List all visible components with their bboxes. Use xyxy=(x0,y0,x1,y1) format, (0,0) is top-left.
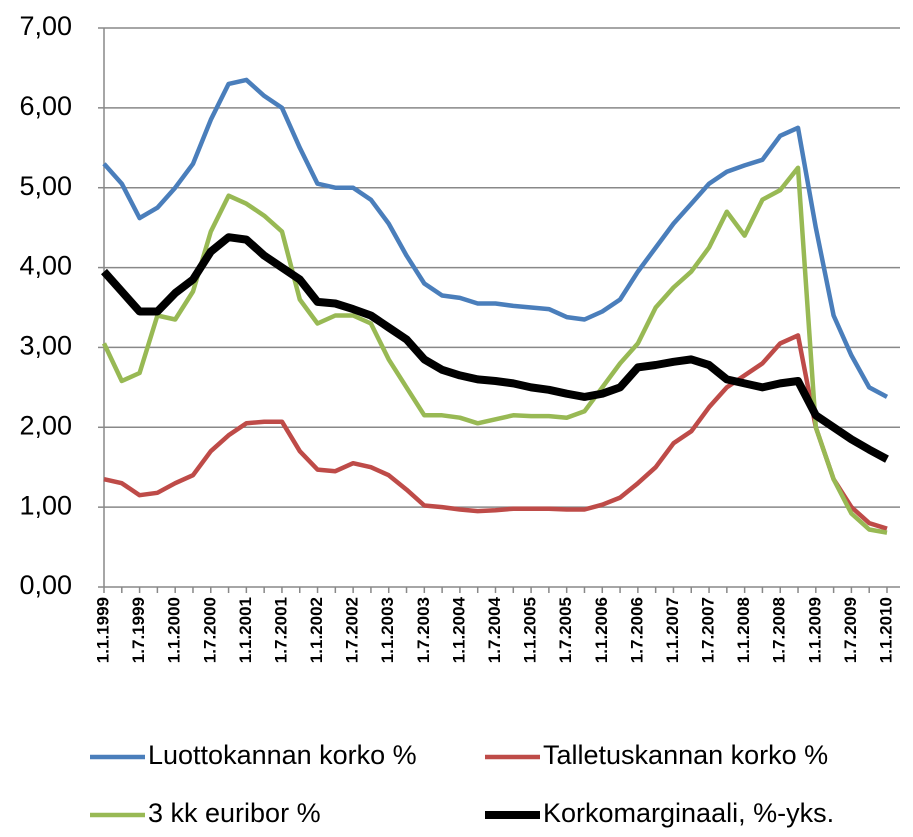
x-tick-label: 1.1.2005 xyxy=(521,597,540,663)
x-tick-label: 1.1.2006 xyxy=(592,597,611,663)
x-tick-label: 1.1.2004 xyxy=(449,596,468,663)
y-tick-label: 3,00 xyxy=(19,331,72,361)
x-tick-label: 1.1.2000 xyxy=(165,597,184,663)
x-tick-label: 1.7.2004 xyxy=(485,596,504,663)
x-tick-label: 1.7.2001 xyxy=(271,597,290,663)
legend-label: Luottokannan korko % xyxy=(148,740,417,770)
x-tick-label: 1.1.2010 xyxy=(876,597,895,663)
y-tick-label: 4,00 xyxy=(19,251,72,281)
x-tick-label: 1.7.1999 xyxy=(129,597,148,663)
x-tick-label: 1.7.2008 xyxy=(770,597,789,663)
x-tick-label: 1.7.2007 xyxy=(699,597,718,663)
y-tick-label: 6,00 xyxy=(19,91,72,121)
x-tick-label: 1.1.2009 xyxy=(805,597,824,663)
x-tick-label: 1.7.2002 xyxy=(343,597,362,663)
legend-label: Talletuskannan korko % xyxy=(543,740,828,770)
x-tick-label: 1.1.1999 xyxy=(93,597,112,663)
series-line xyxy=(102,77,889,399)
x-tick-label: 1.1.2003 xyxy=(378,597,397,663)
y-tick-label: 1,00 xyxy=(19,490,72,520)
x-tick-label: 1.1.2007 xyxy=(663,597,682,663)
series-line xyxy=(103,333,888,531)
x-tick-label: 1.1.2008 xyxy=(734,597,753,663)
x-tick-label: 1.7.2005 xyxy=(556,597,575,663)
series-line xyxy=(101,165,888,535)
x-tick-label: 1.7.2003 xyxy=(414,597,433,663)
y-tick-label: 2,00 xyxy=(19,410,72,440)
legend-label: 3 kk euribor % xyxy=(148,798,321,828)
x-tick-label: 1.7.2009 xyxy=(841,597,860,663)
series-line xyxy=(101,233,889,463)
y-tick-label: 5,00 xyxy=(19,171,72,201)
y-tick-label: 7,00 xyxy=(19,11,72,41)
x-tick-label: 1.7.2000 xyxy=(200,597,219,663)
x-tick-label: 1.1.2001 xyxy=(236,597,255,663)
x-tick-label: 1.7.2006 xyxy=(627,597,646,663)
legend-label: Korkomarginaali, %-yks. xyxy=(543,798,834,828)
y-tick-label: 0,00 xyxy=(19,570,72,600)
x-tick-label: 1.1.2002 xyxy=(307,597,326,663)
